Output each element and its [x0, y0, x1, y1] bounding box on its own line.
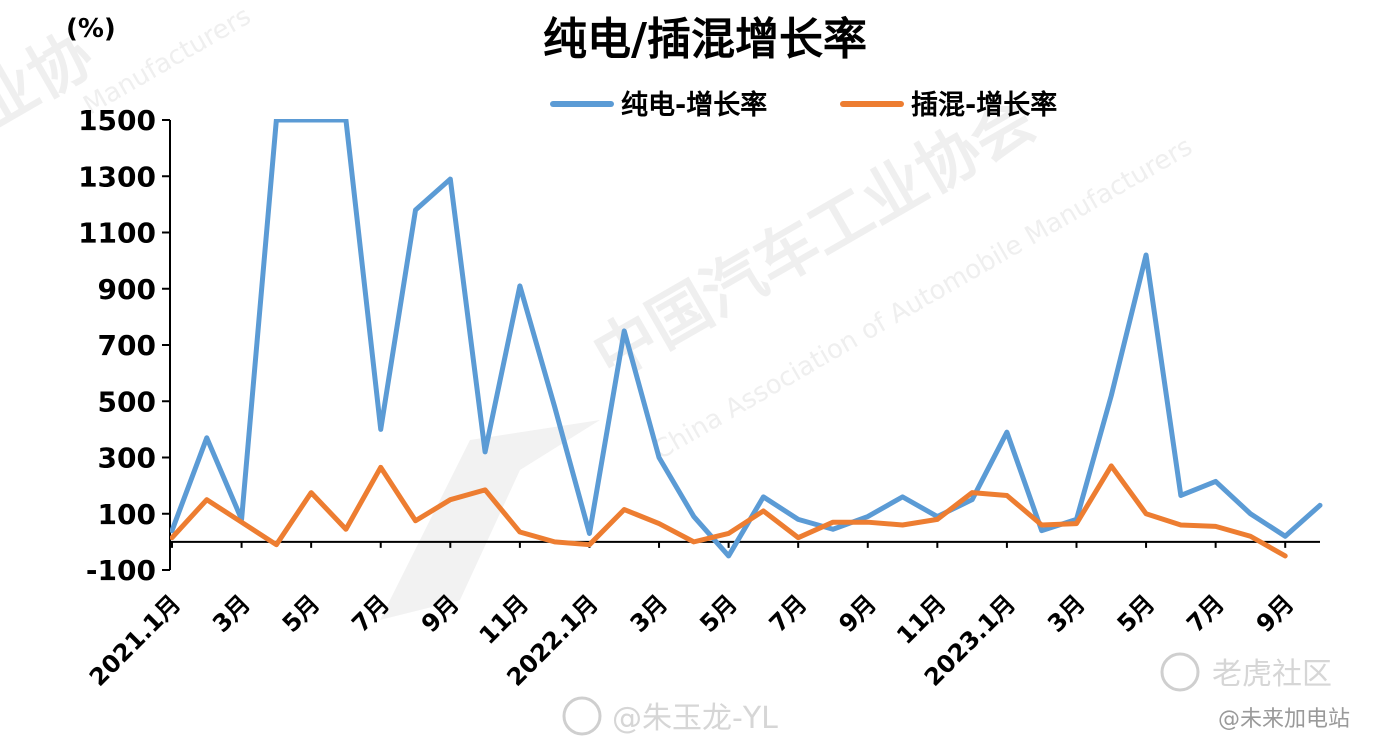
- x-tick-label: 7月: [346, 589, 395, 638]
- y-tick-label: 1100: [78, 217, 156, 250]
- x-tick-label: 5月: [694, 589, 743, 638]
- legend-label-bev: 纯电-增长率: [621, 89, 767, 121]
- y-tick-label: -100: [86, 554, 156, 587]
- tiger-community-text: 老虎社区: [1212, 657, 1332, 692]
- legend: 纯电-增长率 插混-增长率: [550, 89, 1057, 121]
- x-tick-label: 9月: [1251, 589, 1300, 638]
- y-tick-label: 500: [98, 385, 156, 418]
- y-tick-label: 1300: [78, 160, 156, 193]
- series-line-phev-growth: [170, 463, 1288, 559]
- y-axis: 1500 1300 1100 900 700 500 300 100 -100: [78, 104, 171, 587]
- y-tick-label: 100: [98, 498, 156, 531]
- tiger-logo-icon: [1160, 652, 1200, 692]
- x-tick-label: 2021.1月: [84, 589, 186, 691]
- x-tick-label: 7月: [764, 589, 813, 638]
- y-tick-label: 700: [98, 329, 156, 362]
- x-tick-label: 9月: [833, 589, 882, 638]
- x-tick-label: 11月: [474, 589, 534, 649]
- x-tick-label: 3月: [207, 589, 256, 638]
- weibo-handle: @朱玉龙-YL: [612, 701, 778, 736]
- x-tick-label: 3月: [1042, 589, 1091, 638]
- y-tick-label: 1500: [78, 104, 156, 137]
- tiger-community-watermark: 老虎社区: [1160, 652, 1332, 692]
- watermark-logo-shape: [380, 420, 600, 620]
- y-tick-label: 900: [98, 273, 156, 306]
- x-tick-label: 5月: [1112, 589, 1161, 638]
- chart-title: 纯电/插混增长率: [543, 14, 867, 65]
- weibo-watermark: @朱玉龙-YL: [562, 696, 778, 736]
- series-line-bev-growth: [170, 119, 1323, 559]
- x-tick-label: 11月: [891, 589, 951, 649]
- x-tick-label: 7月: [1181, 589, 1230, 638]
- x-tick-label: 3月: [625, 589, 674, 638]
- plot-area: [170, 119, 1323, 559]
- weibo-icon: [562, 696, 602, 736]
- y-axis-unit: (%): [66, 14, 116, 44]
- weilai-station-watermark: @未来加电站: [1218, 707, 1350, 732]
- x-tick-label: 5月: [277, 589, 326, 638]
- y-tick-label: 300: [98, 442, 156, 475]
- legend-label-phev: 插混-增长率: [911, 89, 1057, 121]
